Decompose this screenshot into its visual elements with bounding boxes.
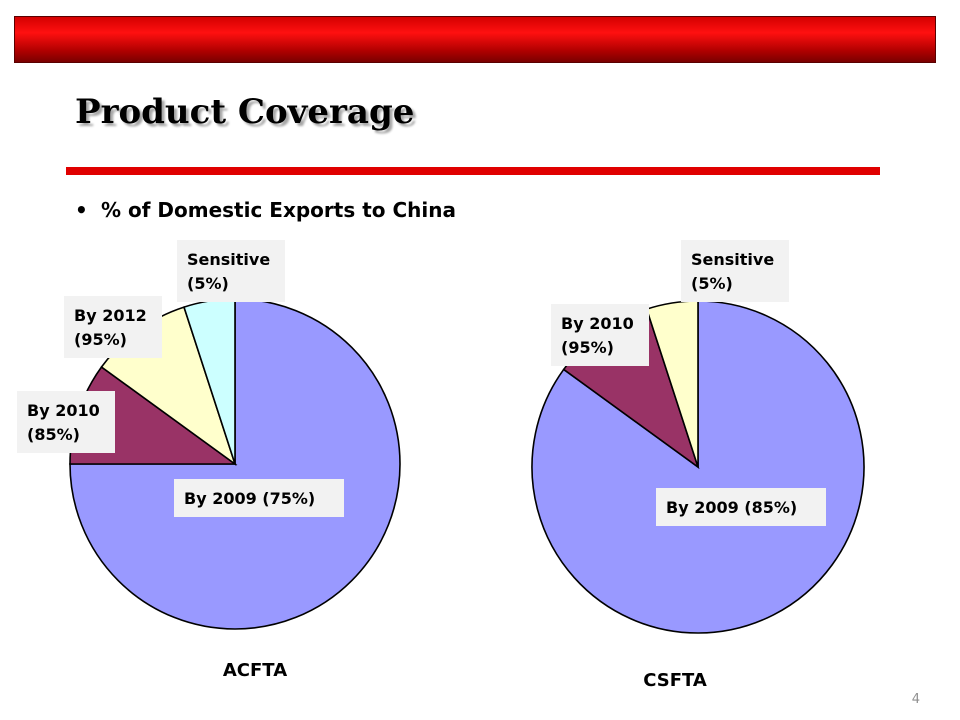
top-banner-bar bbox=[14, 16, 936, 63]
slide-title: Product Coverage bbox=[75, 92, 415, 132]
slice-label: By 2009 (75%) bbox=[174, 479, 344, 517]
title-underline bbox=[66, 167, 880, 175]
slice-label-box bbox=[177, 240, 285, 302]
slice-label: By 2010 (95%) bbox=[551, 304, 649, 366]
slice-label-text: (85%) bbox=[27, 425, 80, 444]
slice-label-text: Sensitive bbox=[691, 250, 774, 269]
slice-label-text: (95%) bbox=[74, 330, 127, 349]
pie-chart-csfta: By 2009 (85%) By 2010 (95%) Sensitive (5%) CS… bbox=[531, 240, 865, 691]
slice-label-box bbox=[681, 240, 789, 302]
slice-label-box bbox=[174, 479, 344, 517]
slice-label: Sensitive (5%) bbox=[681, 240, 789, 302]
slice-label-text: By 2009 (75%) bbox=[184, 489, 315, 508]
slice-label-text: (5%) bbox=[187, 274, 229, 293]
slice-label: Sensitive (5%) bbox=[177, 240, 285, 302]
bullet-text: % of Domestic Exports to China bbox=[101, 198, 456, 222]
slice-label-box bbox=[17, 391, 115, 453]
slice-label-text: Sensitive bbox=[187, 250, 270, 269]
slice-label-text: By 2012 bbox=[74, 306, 147, 325]
slice-label-box bbox=[64, 296, 162, 358]
slice-label: By 2010 (85%) bbox=[17, 391, 115, 453]
slice-label: By 2009 (85%) bbox=[656, 488, 826, 526]
slice-label-box bbox=[656, 488, 826, 526]
slice-label-text: By 2010 bbox=[561, 314, 634, 333]
slice-label: By 2012 (95%) bbox=[64, 296, 162, 358]
slice-label-box bbox=[551, 304, 649, 366]
slice-label-text: (5%) bbox=[691, 274, 733, 293]
slice-label-text: (95%) bbox=[561, 338, 614, 357]
bullet-marker: • bbox=[75, 198, 88, 222]
pie-chart-acfta: By 2009 (75%) By 2010 (85%) By 2012 (95%) Sen… bbox=[17, 240, 401, 681]
bullet-item: • % of Domestic Exports to China bbox=[75, 198, 456, 222]
chart-title: ACFTA bbox=[223, 660, 287, 681]
page-number: 4 bbox=[911, 692, 920, 707]
slice-label-text: By 2010 bbox=[27, 401, 100, 420]
slice-label-text: By 2009 (85%) bbox=[666, 498, 797, 517]
pie-slice bbox=[69, 298, 401, 630]
chart-title: CSFTA bbox=[643, 670, 707, 691]
